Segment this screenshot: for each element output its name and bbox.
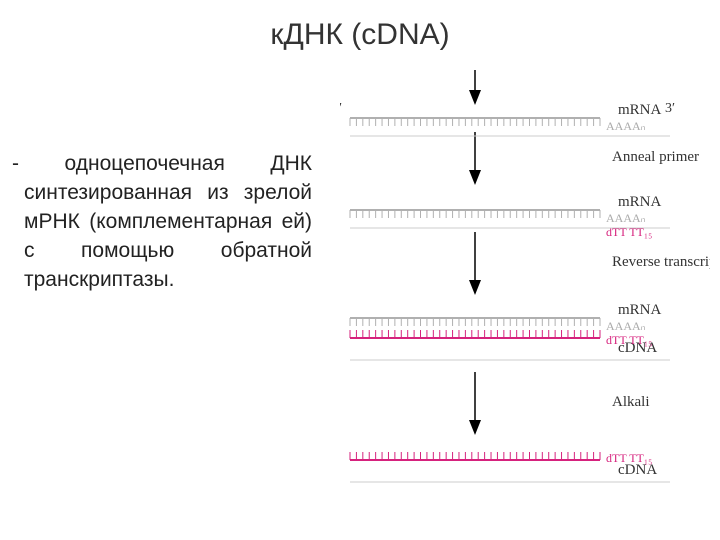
page-title: кДНК (cDNA) [0, 18, 720, 52]
definition-text: - одноцепочечная ДНК синтезированная из … [12, 150, 312, 295]
svg-text:3′: 3′ [665, 101, 675, 116]
svg-text:mRNA: mRNA [618, 102, 662, 118]
svg-text:dTT TT₁₅: dTT TT₁₅ [606, 225, 652, 239]
svg-text:dTT TT₁₅: dTT TT₁₅ [606, 333, 652, 347]
svg-text:AAAAₙ: AAAAₙ [606, 211, 646, 225]
svg-text:dTT TT₁₅: dTT TT₁₅ [606, 451, 652, 465]
svg-text:mRNA: mRNA [618, 194, 662, 210]
svg-text:AAAAₙ: AAAAₙ [606, 319, 646, 333]
svg-text:Anneal primer: Anneal primer [612, 149, 699, 165]
svg-text:Alkali: Alkali [612, 394, 650, 410]
diagram-svg: Anneal primer Reverse transcriptase Alkali… [340, 70, 710, 530]
svg-text:Reverse transcriptase: Reverse transcriptase [612, 254, 710, 270]
cdna-synthesis-diagram: Anneal primer Reverse transcriptase Alkali… [340, 70, 710, 530]
svg-text:AAAAₙ: AAAAₙ [606, 119, 646, 133]
svg-text:5′: 5′ [340, 101, 342, 116]
svg-text:mRNA: mRNA [618, 302, 662, 318]
